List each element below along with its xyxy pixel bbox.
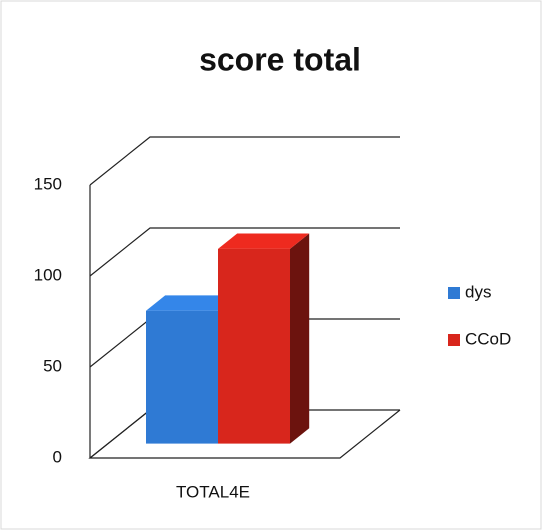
y-tick-label: 150: [34, 174, 62, 193]
bar-top: [218, 233, 310, 249]
bar-top: [146, 295, 238, 311]
chart-title: score total: [199, 41, 361, 77]
grid-line: [89, 227, 400, 277]
legend-swatch: [448, 287, 460, 299]
legend-label: CCoD: [465, 329, 511, 348]
y-tick-label: 50: [43, 356, 62, 375]
bar: [146, 310, 218, 444]
legend-label: dys: [465, 282, 491, 301]
x-tick-label: TOTAL4E: [176, 482, 250, 501]
grid-line: [89, 136, 400, 186]
y-tick-label: 0: [53, 447, 62, 466]
y-tick-label: 100: [34, 265, 62, 284]
legend-swatch: [448, 334, 460, 346]
bar-side: [290, 233, 310, 444]
bar: [218, 248, 290, 444]
